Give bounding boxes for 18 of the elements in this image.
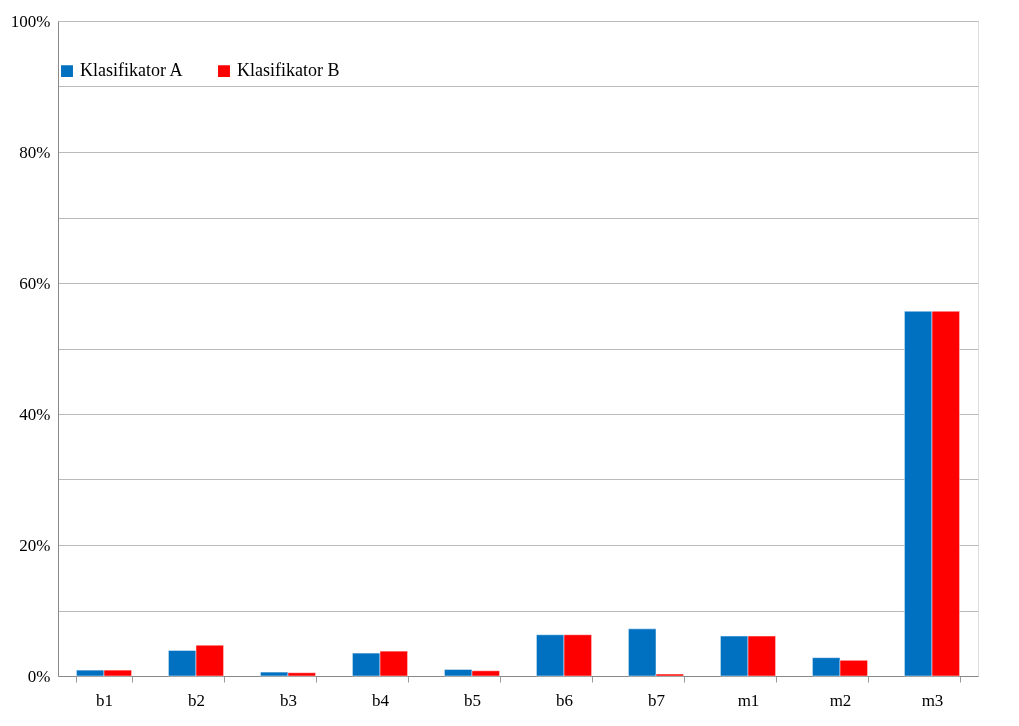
x-tick-label: b4 [372, 690, 390, 710]
x-tick-label: m1 [737, 690, 760, 710]
x-tick-label: b7 [648, 690, 666, 710]
x-tick-label: b3 [280, 690, 297, 710]
legend-label: Klasifikator A [80, 60, 183, 81]
x-tick-label: m2 [829, 690, 852, 710]
x-tick-label: b5 [464, 690, 481, 710]
x-tick-label: b2 [188, 690, 205, 710]
x-tick-label: m3 [921, 690, 944, 710]
x-tick-label: b1 [96, 690, 113, 710]
x-tick-label: b6 [556, 690, 573, 710]
y-tick-label: 40% [19, 404, 51, 424]
y-tick-label: 100% [10, 11, 51, 31]
y-tick-label: 60% [19, 273, 51, 293]
y-tick-label: 80% [19, 142, 51, 162]
legend-label: Klasifikator B [237, 60, 340, 81]
y-tick-label: 0% [27, 666, 51, 686]
y-tick-label: 20% [19, 535, 51, 555]
